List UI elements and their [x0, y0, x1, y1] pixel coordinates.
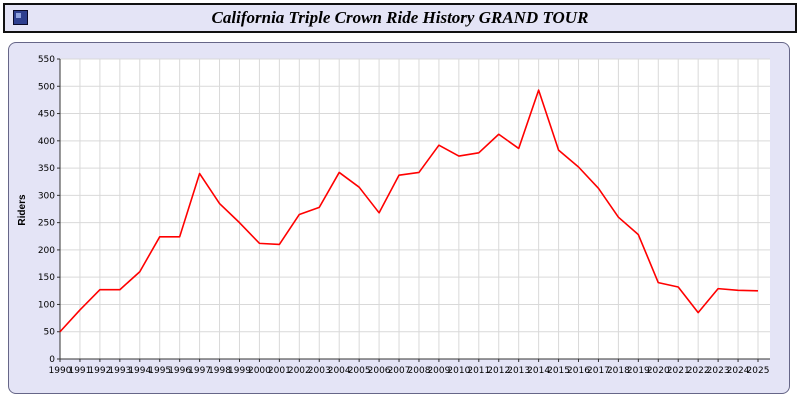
x-tick-label: 2015 — [547, 366, 570, 376]
x-tick-label: 2020 — [647, 366, 670, 376]
x-tick-label: 2024 — [727, 366, 750, 376]
x-tick-label: 1998 — [208, 366, 231, 376]
app-icon — [13, 10, 28, 25]
x-tick-label: 2022 — [687, 366, 710, 376]
riders-line — [59, 89, 759, 333]
y-tick-label: 150 — [38, 273, 55, 283]
y-tick-label: 500 — [38, 82, 55, 92]
x-tick-label: 2005 — [348, 366, 371, 376]
y-tick-label: 250 — [38, 219, 55, 229]
plot-area — [60, 59, 770, 359]
y-tick-label: 100 — [38, 300, 55, 310]
x-tick-label: 2004 — [328, 366, 351, 376]
x-tick-label: 2006 — [368, 366, 391, 376]
y-tick-label: 0 — [49, 355, 55, 365]
x-tick-label: 1997 — [188, 366, 211, 376]
x-tick-label: 2008 — [408, 366, 431, 376]
x-tick-label: 2002 — [288, 366, 311, 376]
x-tick-label: 1993 — [108, 366, 131, 376]
x-tick-label: 1990 — [49, 366, 72, 376]
x-tick-label: 1995 — [148, 366, 171, 376]
x-tick-label: 2011 — [467, 366, 490, 376]
x-tick-label: 1994 — [128, 366, 151, 376]
chart-svg: 0501001502002503003504004505005501990199… — [38, 55, 770, 376]
app-icon-inner — [16, 13, 21, 18]
x-tick-label: 1992 — [88, 366, 111, 376]
x-tick-label: 2012 — [487, 366, 510, 376]
x-tick-label: 1996 — [168, 366, 191, 376]
y-tick-label: 400 — [38, 137, 55, 147]
x-tick-label: 2014 — [527, 366, 550, 376]
y-tick-label: 50 — [44, 328, 56, 338]
y-tick-label: 350 — [38, 164, 55, 174]
x-tick-label: 2019 — [627, 366, 650, 376]
x-tick-label: 1991 — [68, 366, 91, 376]
x-tick-label: 2013 — [507, 366, 530, 376]
x-tick-label: 2001 — [268, 366, 291, 376]
x-tick-label: 2003 — [308, 366, 331, 376]
x-tick-label: 2023 — [707, 366, 730, 376]
x-tick-label: 2018 — [607, 366, 630, 376]
x-tick-label: 2010 — [447, 366, 470, 376]
x-tick-label: 2021 — [667, 366, 690, 376]
x-tick-label: 2000 — [248, 366, 271, 376]
x-tick-label: 2007 — [388, 366, 411, 376]
chart-panel: Riders 0 50 100 150 200 250 300 350 400 450 500 550… — [8, 42, 790, 394]
x-tick-label: 2017 — [587, 366, 610, 376]
x-tick-label: 2009 — [427, 366, 450, 376]
chart-title: California Triple Crown Ride History GRA… — [211, 8, 589, 27]
x-tick-label: 2025 — [747, 366, 770, 376]
y-tick-label: 300 — [38, 191, 55, 201]
y-tick-label: 550 — [38, 55, 55, 65]
title-bar: California Triple Crown Ride History GRA… — [3, 3, 797, 33]
x-tick-label: 1999 — [228, 366, 251, 376]
y-tick-label: 450 — [38, 110, 55, 120]
x-tick-label: 2016 — [567, 366, 590, 376]
y-tick-label: 200 — [38, 246, 55, 256]
